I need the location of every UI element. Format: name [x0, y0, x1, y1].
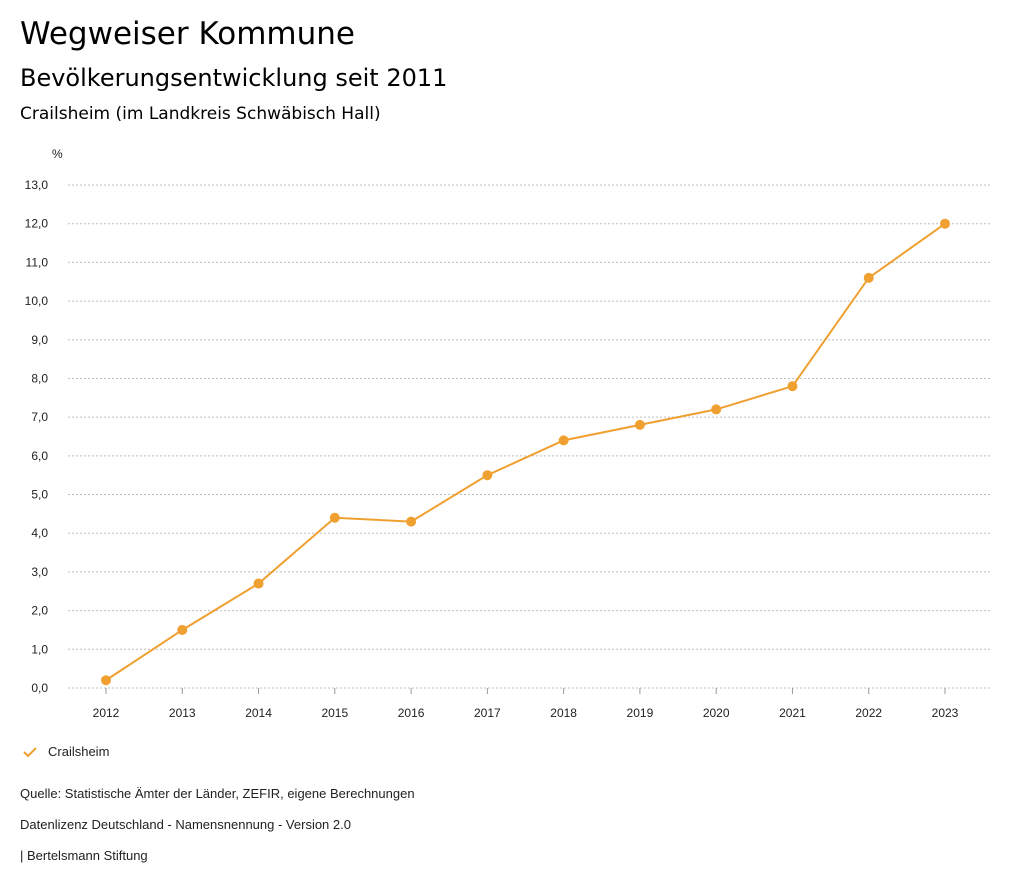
line-chart: % 0,0 1,0 2,0 3,0 4,0 5,0 6,0 7,0 8,0 9,0 10,0 11,0… — [25, 147, 990, 720]
y-tick-label: 7,0 — [31, 410, 48, 424]
data-point[interactable] — [406, 516, 417, 527]
y-tick-label: 2,0 — [31, 604, 48, 618]
x-tick-label: 2021 — [779, 706, 806, 720]
data-point[interactable] — [177, 624, 188, 635]
data-point[interactable] — [482, 470, 493, 481]
data-point[interactable] — [101, 675, 111, 686]
x-tick-label: 2022 — [855, 706, 882, 720]
y-tick-label: 13,0 — [25, 178, 49, 192]
x-axis: 2012 2013 2014 2015 2016 2017 2018 2019 2020 2021… — [93, 688, 959, 720]
check-icon — [23, 746, 37, 757]
data-point[interactable] — [329, 512, 340, 523]
region-label: Crailsheim (im Landkreis Schwäbisch Hall… — [20, 104, 381, 124]
y-tick-label: 0,0 — [31, 681, 48, 695]
x-tick-label: 2018 — [550, 706, 577, 720]
y-tick-label: 9,0 — [31, 333, 48, 347]
x-tick-label: 2014 — [245, 706, 272, 720]
chart-subtitle: Bevölkerungsentwicklung seit 2011 — [20, 64, 448, 92]
x-tick-label: 2015 — [321, 706, 348, 720]
source-note: Quelle: Statistische Ämter der Länder, Z… — [20, 786, 415, 801]
y-axis-ticks: 0,0 1,0 2,0 3,0 4,0 5,0 6,0 7,0 8,0 9,0 10,0 11,0 12… — [25, 178, 49, 695]
legend-label: Crailsheim — [48, 744, 110, 759]
y-axis-unit-label: % — [52, 147, 63, 161]
y-tick-label: 12,0 — [25, 217, 49, 231]
license-note: Datenlizenz Deutschland - Namensnennung … — [20, 817, 351, 832]
data-point[interactable] — [863, 272, 874, 283]
y-tick-label: 8,0 — [31, 371, 48, 385]
data-point[interactable] — [253, 578, 264, 589]
x-tick-label: 2016 — [398, 706, 425, 720]
y-tick-label: 5,0 — [31, 488, 48, 502]
y-tick-label: 11,0 — [26, 255, 49, 269]
x-tick-label: 2012 — [93, 706, 120, 720]
data-point[interactable] — [711, 404, 722, 415]
data-point[interactable] — [787, 381, 798, 392]
x-tick-label: 2020 — [703, 706, 730, 720]
data-point[interactable] — [634, 419, 645, 430]
y-tick-label: 1,0 — [31, 642, 48, 656]
x-tick-label: 2023 — [932, 706, 959, 720]
y-tick-label: 4,0 — [31, 526, 48, 540]
data-point[interactable] — [558, 435, 569, 446]
publisher-note: | Bertelsmann Stiftung — [20, 848, 148, 863]
series-line — [105, 222, 946, 682]
x-tick-label: 2017 — [474, 706, 501, 720]
legend[interactable]: Crailsheim — [22, 744, 109, 759]
y-tick-label: 6,0 — [31, 449, 48, 463]
x-tick-label: 2013 — [169, 706, 196, 720]
x-tick-label: 2019 — [627, 706, 654, 720]
y-tick-label: 3,0 — [31, 565, 48, 579]
page-title: Wegweiser Kommune — [20, 16, 355, 52]
data-point[interactable] — [940, 218, 950, 229]
gridlines — [68, 184, 990, 689]
series-crailsheim — [101, 218, 950, 686]
y-tick-label: 10,0 — [25, 294, 49, 308]
